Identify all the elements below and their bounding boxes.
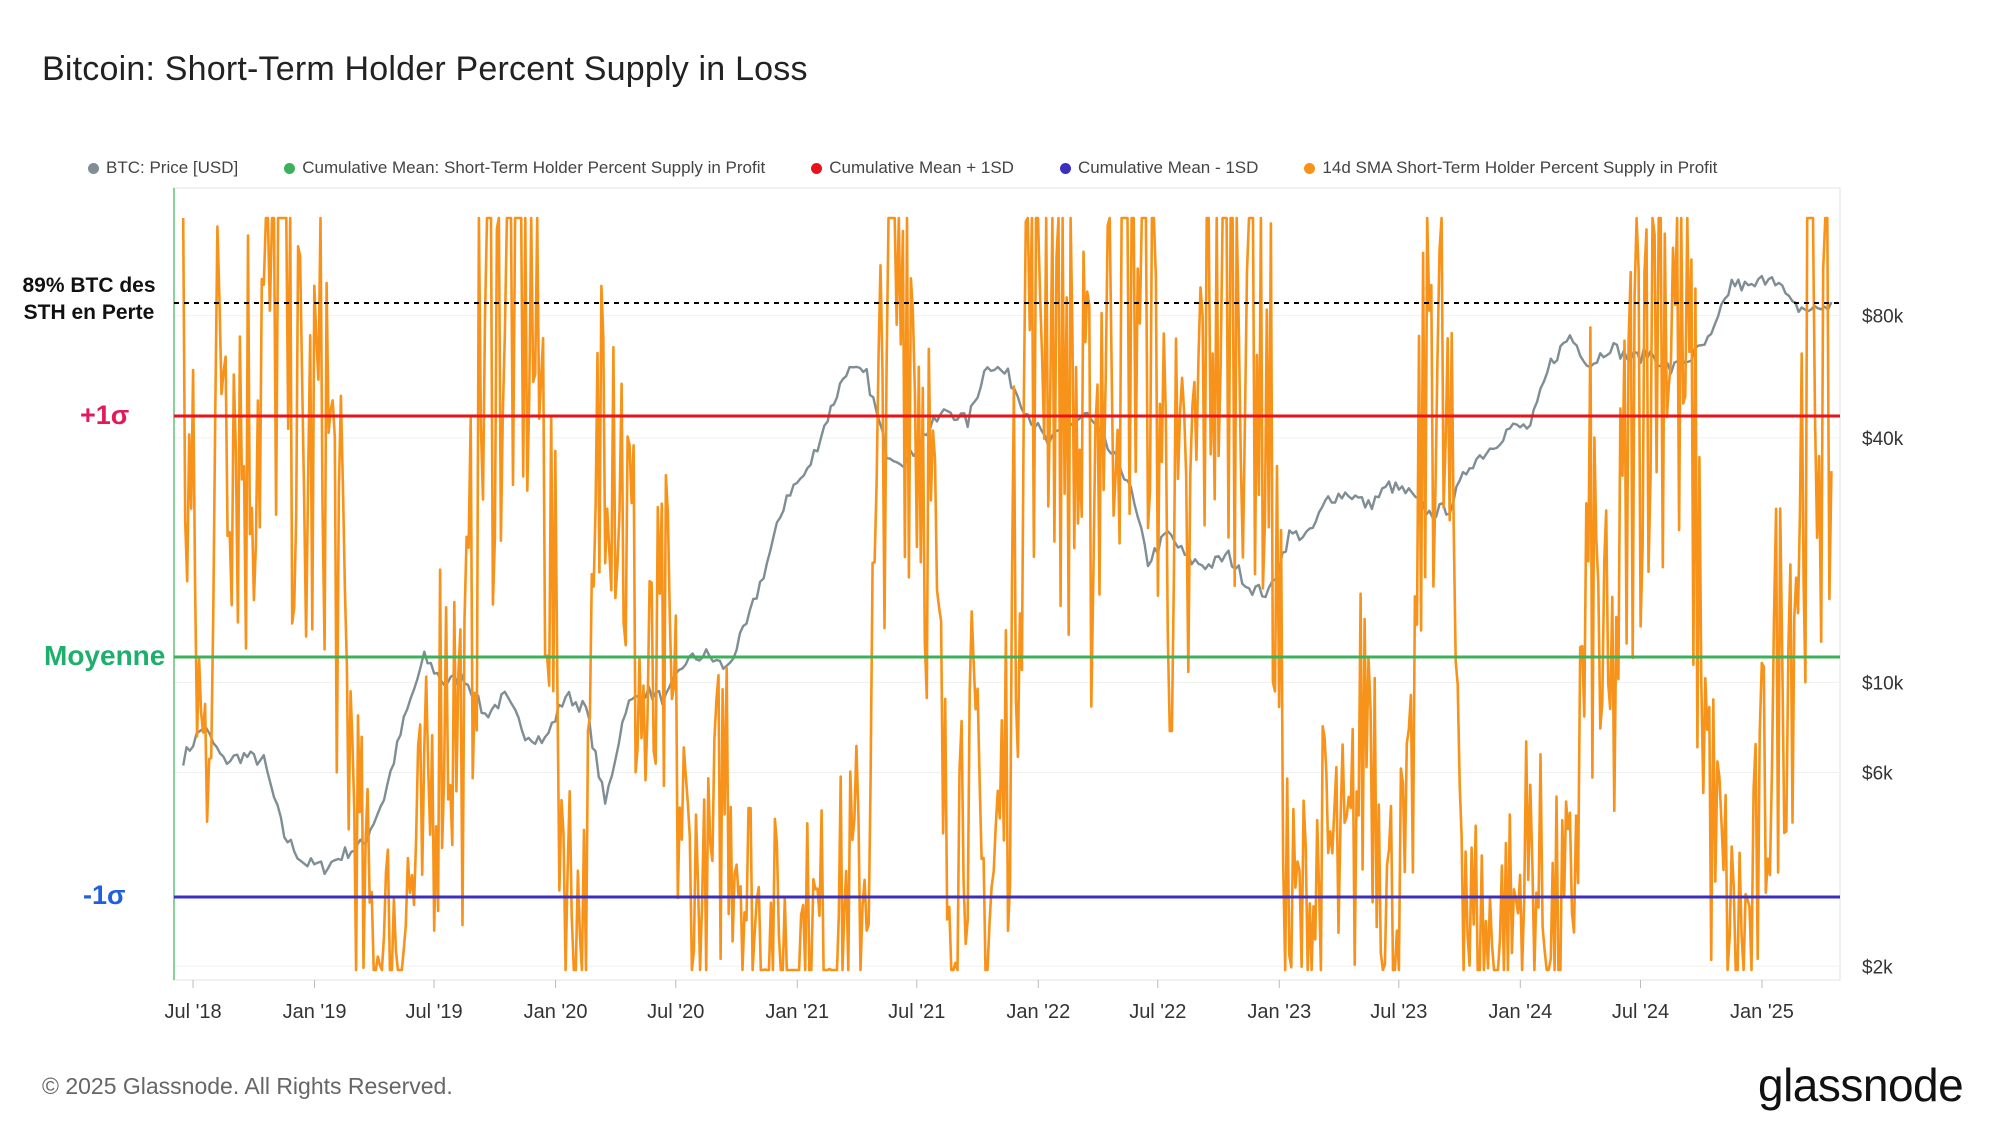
- x-tick-label: Jan '21: [765, 1001, 829, 1023]
- legend-item-mean-plus-1sd[interactable]: Cumulative Mean + 1SD: [811, 158, 1014, 178]
- x-tick-label: Jul '18: [164, 1001, 221, 1023]
- legend-dot-icon: [88, 162, 99, 174]
- minus-sigma-label: -1σ: [83, 880, 126, 910]
- legend-dot-icon: [284, 162, 296, 174]
- y-tick-label: $80k: [1862, 307, 1904, 328]
- x-tick-label: Jan '22: [1006, 1001, 1070, 1023]
- x-tick-label: Jan '19: [283, 1001, 347, 1023]
- x-tick-label: Jul '20: [647, 1001, 704, 1023]
- legend-label: 14d SMA Short-Term Holder Percent Supply…: [1322, 158, 1718, 177]
- x-tick-label: Jan '20: [524, 1001, 588, 1023]
- chart-legend: BTC: Price [USD] Cumulative Mean: Short-…: [88, 156, 1717, 180]
- mean-label: Moyenne: [44, 640, 166, 671]
- plus-sigma-label: +1σ: [80, 400, 130, 430]
- legend-label: Cumulative Mean + 1SD: [829, 158, 1014, 177]
- x-tick-label: Jan '25: [1730, 1001, 1794, 1023]
- sth-sma-line: [181, 216, 1833, 972]
- copyright-text: © 2025 Glassnode. All Rights Reserved.: [42, 1073, 453, 1099]
- legend-dot-icon: [1304, 162, 1316, 174]
- y-tick-label: $2k: [1862, 957, 1893, 978]
- x-tick-label: Jul '21: [888, 1001, 945, 1023]
- x-tick-label: Jul '24: [1612, 1001, 1669, 1023]
- x-tick-label: Jan '24: [1488, 1001, 1552, 1023]
- x-tick-label: Jul '22: [1129, 1001, 1186, 1023]
- x-tick-label: Jul '19: [405, 1001, 462, 1023]
- y-tick-label: $10k: [1862, 673, 1904, 694]
- x-tick-label: Jan '23: [1247, 1001, 1311, 1023]
- legend-label: Cumulative Mean - 1SD: [1077, 158, 1259, 177]
- x-tick-label: Jul '23: [1370, 1001, 1427, 1023]
- chart-title: Bitcoin: Short-Term Holder Percent Suppl…: [42, 50, 808, 88]
- legend-item-mean-minus-1sd[interactable]: Cumulative Mean - 1SD: [1059, 158, 1259, 178]
- legend-label: Cumulative Mean: Short-Term Holder Perce…: [302, 158, 766, 177]
- legend-item-sth-sma[interactable]: 14d SMA Short-Term Holder Percent Supply…: [1304, 158, 1717, 178]
- threshold-annotation: 89% BTC des STH en Perte: [22, 274, 156, 324]
- legend-item-btc-price[interactable]: BTC: Price [USD]: [88, 158, 238, 178]
- legend-dot-icon: [1059, 162, 1071, 174]
- y-tick-label: $40k: [1862, 429, 1904, 450]
- legend-label: BTC: Price [USD]: [106, 158, 239, 177]
- legend-dot-icon: [811, 162, 823, 174]
- legend-item-cumulative-mean[interactable]: Cumulative Mean: Short-Term Holder Perce…: [284, 158, 765, 178]
- glassnode-logo: glassnode: [1758, 1059, 1964, 1111]
- y-tick-label: $6k: [1862, 763, 1893, 784]
